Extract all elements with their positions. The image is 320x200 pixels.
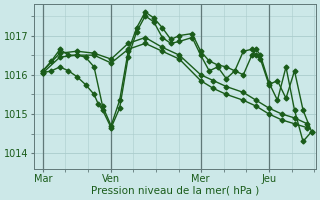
X-axis label: Pression niveau de la mer( hPa ): Pression niveau de la mer( hPa ) [91,186,259,196]
